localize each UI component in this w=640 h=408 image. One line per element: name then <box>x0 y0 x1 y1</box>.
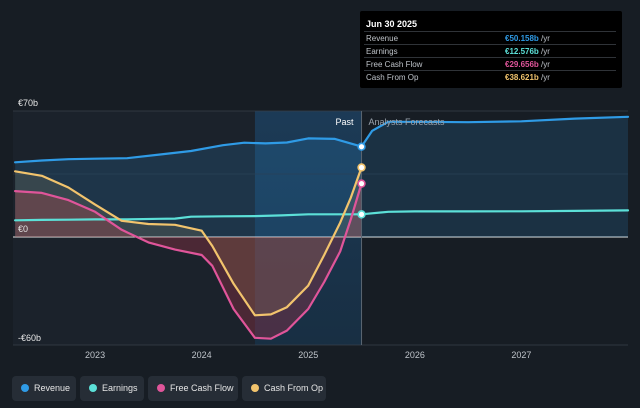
forecast-label: Analysts Forecasts <box>369 117 446 127</box>
tooltip-row-cfo: Cash From Op €38.621b /yr <box>364 70 616 84</box>
legend-item-earnings[interactable]: Earnings <box>80 376 144 401</box>
series-line-cash-from-op <box>14 166 363 317</box>
tooltip-label: Revenue <box>366 34 399 43</box>
fcf-area <box>15 183 362 339</box>
forecast-region <box>361 111 628 345</box>
legend-dot-icon <box>157 384 165 392</box>
y-tick-label: €70b <box>18 98 38 108</box>
tooltip-label: Cash From Op <box>366 73 419 82</box>
cfo-area <box>15 167 362 316</box>
data-point-marker <box>357 142 366 151</box>
tooltip-unit: /yr <box>541 73 550 82</box>
legend-item-cash-from-op[interactable]: Cash From Op <box>242 376 326 401</box>
tooltip-value: €50.158b /yr <box>505 34 550 43</box>
data-point-marker <box>357 163 366 172</box>
tooltip-date: Jun 30 2025 <box>366 19 418 29</box>
tooltip-value-cfo: €38.621b <box>505 73 539 82</box>
x-tick-label: 2023 <box>85 350 105 360</box>
legend-label: Cash From Op <box>264 383 324 393</box>
data-point-marker <box>357 210 366 219</box>
past-label: Past <box>336 117 355 127</box>
tooltip-row-revenue: Revenue €50.158b /yr <box>364 31 616 45</box>
legend-dot-icon <box>89 384 97 392</box>
tooltip-value-earnings: €12.576b <box>505 47 539 56</box>
legend-item-revenue[interactable]: Revenue <box>12 376 76 401</box>
x-tick-label: 2025 <box>298 350 318 360</box>
x-tick-label: 2027 <box>511 350 531 360</box>
data-tooltip: Jun 30 2025 Revenue €50.158b /yr Earning… <box>360 11 622 88</box>
series-line-earnings <box>14 209 630 222</box>
y-tick-label: -€60b <box>18 333 41 343</box>
tooltip-row-fcf: Free Cash Flow €29.656b /yr <box>364 57 616 71</box>
tooltip-value-revenue: €50.158b <box>505 34 539 43</box>
x-tick-label: 2026 <box>405 350 425 360</box>
legend-dot-icon <box>251 384 259 392</box>
legend-item-free-cash-flow[interactable]: Free Cash Flow <box>148 376 238 401</box>
tooltip-value: €38.621b /yr <box>505 73 550 82</box>
tooltip-value: €29.656b /yr <box>505 60 550 69</box>
revenue-area <box>15 116 629 237</box>
series-line-revenue <box>14 115 630 164</box>
tooltip-unit: /yr <box>541 47 550 56</box>
tooltip-label: Earnings <box>366 47 398 56</box>
legend-label: Free Cash Flow <box>170 383 234 393</box>
tooltip-label: Free Cash Flow <box>366 60 423 69</box>
data-point-marker <box>357 179 366 188</box>
tooltip-unit: /yr <box>541 34 550 43</box>
legend-label: Earnings <box>102 383 138 393</box>
tooltip-unit: /yr <box>541 60 550 69</box>
x-tick-label: 2024 <box>192 350 212 360</box>
tooltip-value-fcf: €29.656b <box>505 60 539 69</box>
legend-label: Revenue <box>34 383 71 393</box>
tooltip-value: €12.576b /yr <box>505 47 550 56</box>
hover-highlight-region <box>254 111 362 345</box>
tooltip-row-earnings: Earnings €12.576b /yr <box>364 44 616 58</box>
y-tick-label: €0 <box>18 224 28 234</box>
legend-dot-icon <box>21 384 29 392</box>
series-line-free-cash-flow <box>14 182 363 340</box>
